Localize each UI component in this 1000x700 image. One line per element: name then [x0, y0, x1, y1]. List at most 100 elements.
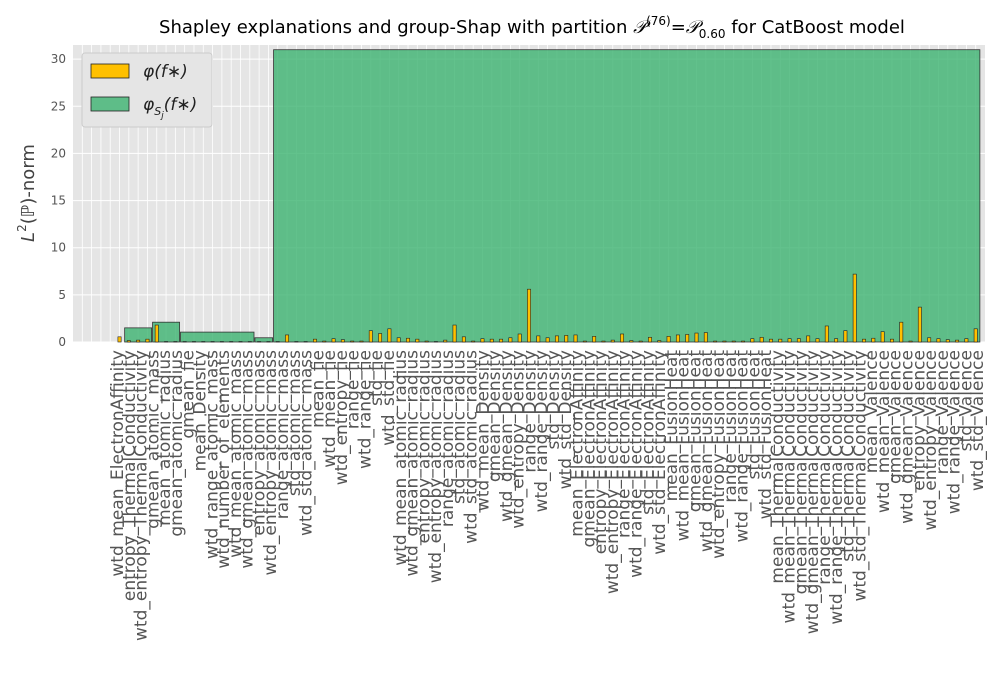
x-tick-label: wtd_gmean_FusionHeat: [697, 350, 717, 552]
shap-bar: [973, 328, 978, 343]
x-tick-label: wtd_gmean_Density: [497, 350, 517, 522]
x-tick-label: wtd_mean_atomic_mass: [226, 350, 246, 558]
x-tick-label: wtd_std_Valence: [968, 350, 988, 491]
shap-bar: [759, 336, 764, 343]
shap-bar: [834, 338, 839, 343]
shap-bar: [787, 338, 792, 343]
x-tick-label: wtd_std_ElectronAffinity: [650, 350, 670, 555]
shap-bar: [461, 336, 466, 343]
x-tick-label: mean_atomic_radius: [155, 350, 175, 526]
x-tick-label: gmean_Valence: [886, 350, 906, 484]
shap-bar: [722, 340, 727, 343]
x-tick-label: gmean_Density: [485, 350, 505, 482]
x-tick-label: wtd_std_atomic_radius: [462, 350, 482, 544]
x-tick-label: std_ThermalConductivity: [839, 350, 859, 562]
shap-bar: [443, 339, 448, 343]
x-tick-label: wtd_entropy_FusionHeat: [709, 350, 729, 559]
x-tick-label: wtd_std_atomic_mass: [297, 350, 317, 536]
shap-bar: [871, 337, 876, 343]
x-tick-label: wtd_entropy_Valence: [921, 350, 941, 531]
shap-bar: [620, 333, 624, 343]
shap-bar: [415, 338, 420, 343]
x-tick-label: range_FusionHeat: [721, 350, 741, 503]
shap-bar: [368, 330, 373, 343]
x-tick-label: wtd_std_Density: [556, 350, 576, 489]
shap-bar: [573, 334, 578, 343]
shap-bar: [350, 340, 355, 343]
legend-label-group: φSj(f∗): [143, 95, 197, 121]
shap-bar: [899, 321, 904, 343]
shap-bar: [657, 340, 662, 343]
x-tick-label: wtd_mean_fie: [320, 350, 340, 468]
shap-bar: [675, 334, 680, 343]
x-tick-label: entropy_Valence: [909, 350, 929, 491]
x-tick-label: wtd_range_ElectronAffinity: [626, 350, 646, 578]
shap-bar: [136, 339, 141, 343]
x-tick-label: std_atomic_radius: [450, 350, 470, 504]
shap-bar: [378, 333, 383, 343]
shap-bar: [387, 328, 392, 343]
x-tick-label: wtd_std_FusionHeat: [756, 350, 776, 520]
shap-bar: [936, 338, 941, 343]
shap-bar: [322, 340, 327, 343]
x-tick-label: range_ThermalConductivity: [815, 350, 835, 585]
x-tick-label: wtd_range_atomic_mass: [202, 350, 222, 559]
shap-bar: [545, 337, 550, 343]
legend-swatch-shap: [90, 63, 130, 79]
x-tick-label: wtd_range_Density: [532, 350, 552, 512]
y-tick-label: 10: [51, 241, 66, 255]
shap-bar: [154, 324, 159, 343]
y-tick-label: 0: [58, 335, 66, 349]
shap-bar: [340, 339, 345, 343]
shap-bar: [536, 335, 541, 343]
shap-bar: [117, 336, 122, 343]
shap-bar: [769, 338, 773, 343]
y-tick-label: 30: [51, 52, 66, 66]
x-tick-label: mean_ElectronAffinity: [568, 350, 588, 537]
x-tick-label: mean_ThermalConductivity: [768, 350, 788, 584]
x-tick-label: wtd_gmean_atomic_radius: [403, 350, 423, 577]
shap-bar: [471, 340, 476, 343]
shap-bar: [406, 337, 410, 343]
shap-bar: [629, 340, 634, 343]
x-tick-label: range_Density: [520, 350, 540, 473]
shap-bar: [806, 335, 811, 343]
shap-bar: [396, 337, 401, 343]
shap-bar: [741, 340, 745, 343]
shap-bar: [815, 338, 820, 343]
shap-bar: [703, 332, 708, 343]
x-tick-label: std_FusionHeat: [744, 350, 764, 480]
shap-bar: [750, 338, 755, 343]
x-axis: wtd_mean_ElectronAffinityentropy_Thermal…: [108, 350, 988, 641]
shap-bar: [424, 340, 429, 343]
x-tick-label: mean_fie: [308, 350, 328, 428]
x-tick-label: gmean_ElectronAffinity: [579, 350, 599, 548]
shap-bar: [824, 325, 829, 343]
shap-bar: [890, 338, 894, 343]
x-tick-label: wtd_mean_atomic_radius: [391, 350, 411, 566]
shap-bar: [862, 338, 866, 343]
x-tick-label: wtd_gmean_ThermalConductivity: [803, 350, 823, 634]
x-tick-label: gmean_fie: [179, 350, 199, 439]
shap-bar: [880, 331, 885, 343]
group-bar: [180, 331, 255, 343]
x-tick-label: wtd_entropy_Density: [509, 350, 529, 529]
shap-bar: [359, 340, 364, 343]
x-tick-label: range_fie: [344, 350, 364, 429]
shap-bar: [908, 340, 913, 343]
shap-bar: [917, 306, 922, 343]
shap-bar: [285, 334, 289, 343]
x-tick-label: mean_FusionHeat: [662, 350, 682, 502]
shap-bar: [685, 334, 690, 343]
shap-bar: [489, 338, 494, 343]
shap-bar: [601, 340, 606, 343]
shap-bar: [452, 324, 457, 343]
shap-bar: [666, 336, 671, 343]
shap-bar: [945, 339, 950, 343]
shap-bar: [517, 333, 522, 343]
x-tick-label: wtd_entropy_ThermalConductivity: [132, 350, 152, 641]
x-tick-label: wtd_gmean_atomic_mass: [238, 350, 258, 569]
x-tick-label: wtd_mean_ElectronAffinity: [108, 350, 128, 577]
shap-bar: [638, 340, 643, 343]
x-tick-label: wtd_entropy_fie: [332, 350, 352, 485]
